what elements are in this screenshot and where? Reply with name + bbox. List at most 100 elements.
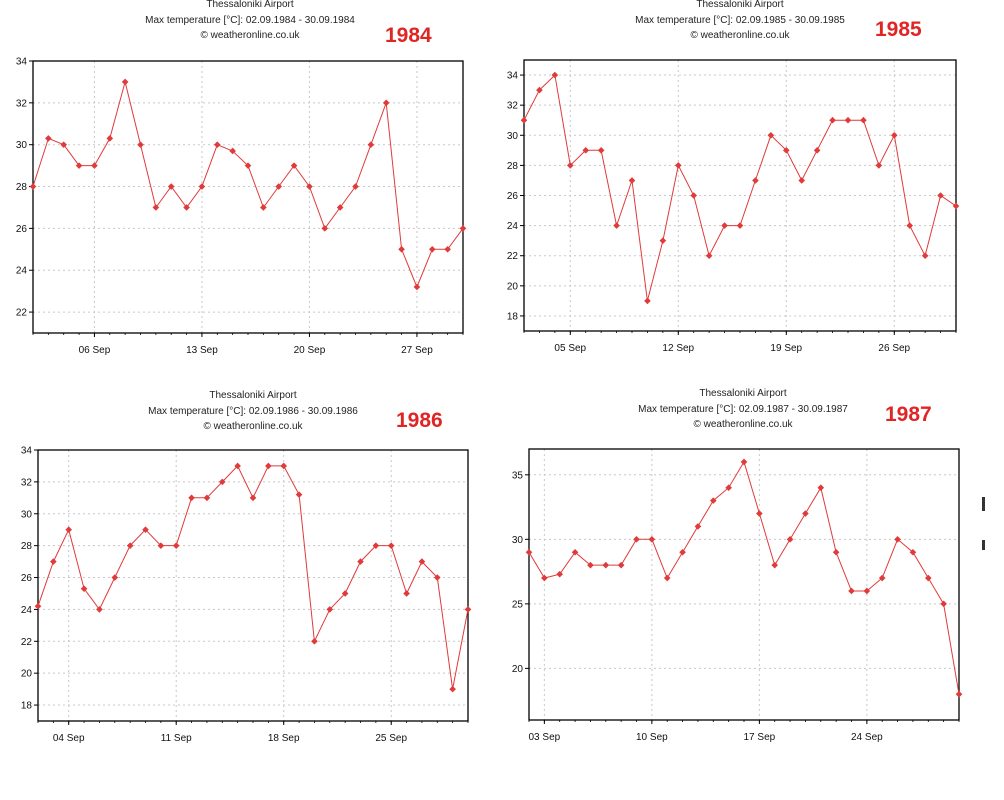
data-point — [352, 183, 359, 190]
data-point — [464, 606, 472, 613]
chart-credit: © weatheronline.co.uk — [690, 30, 790, 41]
data-point — [218, 478, 226, 486]
line-chart-1984: 22 24 26 28 30 32 34 06 Sep 13 Sep 20 Sep 27 Sep — [16, 57, 467, 356]
data-point — [121, 78, 129, 86]
data-point — [648, 536, 656, 543]
data-point — [260, 204, 267, 211]
data-point — [45, 135, 52, 142]
chart-subtitle: Max temperature [°C]: 02.09.1984 - 30.09… — [145, 14, 355, 26]
x-tick-label: 18 Sep — [268, 733, 300, 744]
edge-mark — [982, 497, 985, 511]
data-point — [566, 162, 574, 169]
x-tick-label: 05 Sep — [554, 343, 586, 354]
data-point — [878, 574, 886, 582]
y-tick-label: 26 — [21, 573, 33, 584]
chart-credit: © weatheronline.co.uk — [203, 421, 303, 432]
data-point — [802, 510, 809, 517]
data-point — [752, 177, 759, 184]
data-point — [798, 177, 806, 184]
data-point — [813, 147, 821, 154]
y-tick-label: 35 — [512, 470, 524, 481]
data-point — [444, 246, 451, 253]
y-tick-label: 30 — [507, 131, 519, 142]
data-point — [126, 542, 134, 549]
data-point — [767, 131, 775, 139]
data-point — [152, 204, 160, 211]
data-point — [860, 116, 867, 124]
data-point — [234, 462, 241, 470]
y-tick-label: 18 — [507, 311, 519, 322]
data-point — [382, 99, 390, 107]
data-point — [817, 484, 825, 492]
data-point — [34, 602, 42, 610]
data-point — [525, 548, 533, 556]
year-label: 1986 — [396, 409, 443, 432]
data-point — [663, 574, 671, 582]
year-label: 1985 — [875, 18, 922, 41]
data-point — [265, 462, 272, 470]
x-tick-label: 19 Sep — [770, 343, 802, 354]
data-point — [326, 606, 334, 613]
chart-title: Thessaloniki Airport — [206, 0, 294, 10]
data-point — [890, 131, 898, 139]
data-point — [418, 558, 426, 565]
chart-header: Thessaloniki Airport Max temperature [°C… — [620, 0, 860, 44]
data-point — [705, 252, 713, 260]
chart-credit: © weatheronline.co.uk — [693, 419, 793, 430]
data-point — [75, 162, 83, 169]
data-point — [106, 135, 114, 142]
data-point — [829, 116, 836, 124]
data-point — [571, 548, 579, 556]
x-tick-label: 04 Sep — [53, 733, 85, 744]
data-point — [721, 222, 728, 229]
y-tick-label: 26 — [16, 224, 28, 235]
y-tick-label: 20 — [507, 281, 519, 292]
x-tick-label: 26 Sep — [878, 343, 910, 354]
x-tick-label: 06 Sep — [79, 345, 111, 356]
data-point — [280, 462, 288, 470]
y-tick-label: 20 — [512, 664, 524, 675]
chart-header: Thessaloniki Airport Max temperature [°C… — [623, 386, 863, 433]
chart-title: Thessaloniki Airport — [696, 0, 784, 10]
data-point — [413, 283, 421, 291]
y-tick-label: 18 — [21, 701, 33, 712]
y-tick-label: 22 — [21, 637, 33, 648]
data-point — [203, 494, 211, 502]
data-point — [602, 561, 610, 569]
x-tick-label: 13 Sep — [186, 345, 218, 356]
data-point — [863, 587, 871, 595]
y-tick-label: 30 — [16, 140, 28, 151]
data-point — [628, 177, 636, 184]
x-tick-label: 12 Sep — [662, 343, 694, 354]
year-label: 1984 — [385, 24, 432, 47]
data-point — [690, 192, 698, 199]
x-tick-label: 25 Sep — [375, 733, 407, 744]
plot-frame — [523, 59, 957, 332]
y-tick-label: 24 — [16, 266, 28, 277]
data-point — [244, 162, 252, 169]
data-point — [659, 237, 667, 244]
data-point — [832, 548, 840, 556]
data-point — [172, 542, 180, 549]
line-chart-1986: 18 20 22 24 26 28 30 32 34 04 Sep 11 Sep 18 Sep 25 S… — [21, 446, 472, 744]
chart-header: Thessaloniki Airport Max temperature [°C… — [133, 388, 373, 435]
data-point — [167, 183, 175, 190]
y-tick-label: 34 — [507, 71, 519, 82]
data-point — [80, 585, 88, 592]
data-point — [91, 162, 98, 169]
data-point — [617, 561, 625, 569]
data-point — [536, 86, 543, 94]
data-point — [157, 542, 165, 549]
data-point — [644, 297, 651, 305]
data-point — [674, 162, 682, 169]
y-tick-label: 30 — [21, 509, 33, 520]
x-tick-label: 27 Sep — [401, 345, 433, 356]
data-point — [921, 252, 929, 260]
data-point — [875, 162, 883, 169]
data-point — [50, 558, 57, 565]
line-chart-1987: 20 25 30 35 03 Sep 10 Sep 17 Sep 24 Sep — [512, 448, 963, 743]
chart-subtitle: Max temperature [°C]: 02.09.1987 - 30.09… — [638, 403, 848, 415]
data-point — [357, 558, 364, 565]
data-point — [372, 542, 380, 549]
data-point — [137, 141, 144, 148]
